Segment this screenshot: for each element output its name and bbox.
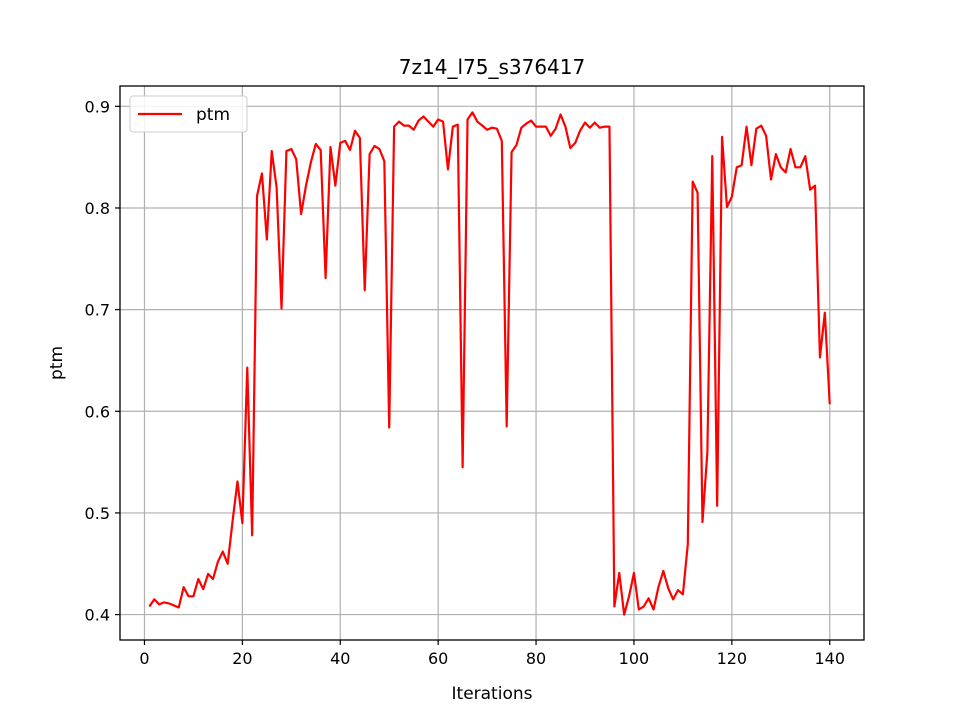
plot-frame	[119, 85, 865, 641]
x-tick-label: 140	[814, 649, 845, 668]
x-tick-label: 40	[330, 649, 350, 668]
x-tick-label: 80	[526, 649, 546, 668]
y-tick-label: 0.4	[85, 606, 110, 625]
y-tick-label: 0.6	[85, 402, 110, 421]
y-tick-label: 0.5	[85, 504, 110, 523]
x-tick-label: 120	[717, 649, 748, 668]
ticks: 0 20 40 60 80 100 120 140 0.4 0.5 0.6 0.7 0.8 0.9	[85, 97, 845, 668]
y-tick-label: 0.8	[85, 199, 110, 218]
x-tick-label: 100	[619, 649, 650, 668]
chart-title: 7z14_l75_s376417	[399, 55, 585, 79]
grid-lines	[120, 86, 864, 640]
x-tick-label: 20	[232, 649, 252, 668]
x-tick-label: 60	[428, 649, 448, 668]
x-tick-label: 0	[139, 649, 149, 668]
y-tick-label: 0.7	[85, 301, 110, 320]
legend: ptm	[129, 95, 248, 133]
legend-box	[129, 95, 248, 133]
legend-entry-label: ptm	[196, 105, 230, 125]
y-axis-label: ptm	[47, 346, 67, 380]
y-tick-label: 0.9	[85, 97, 110, 116]
x-axis-label: Iterations	[452, 684, 533, 704]
series-layer	[148, 111, 831, 616]
series-line-ptm	[148, 111, 831, 616]
